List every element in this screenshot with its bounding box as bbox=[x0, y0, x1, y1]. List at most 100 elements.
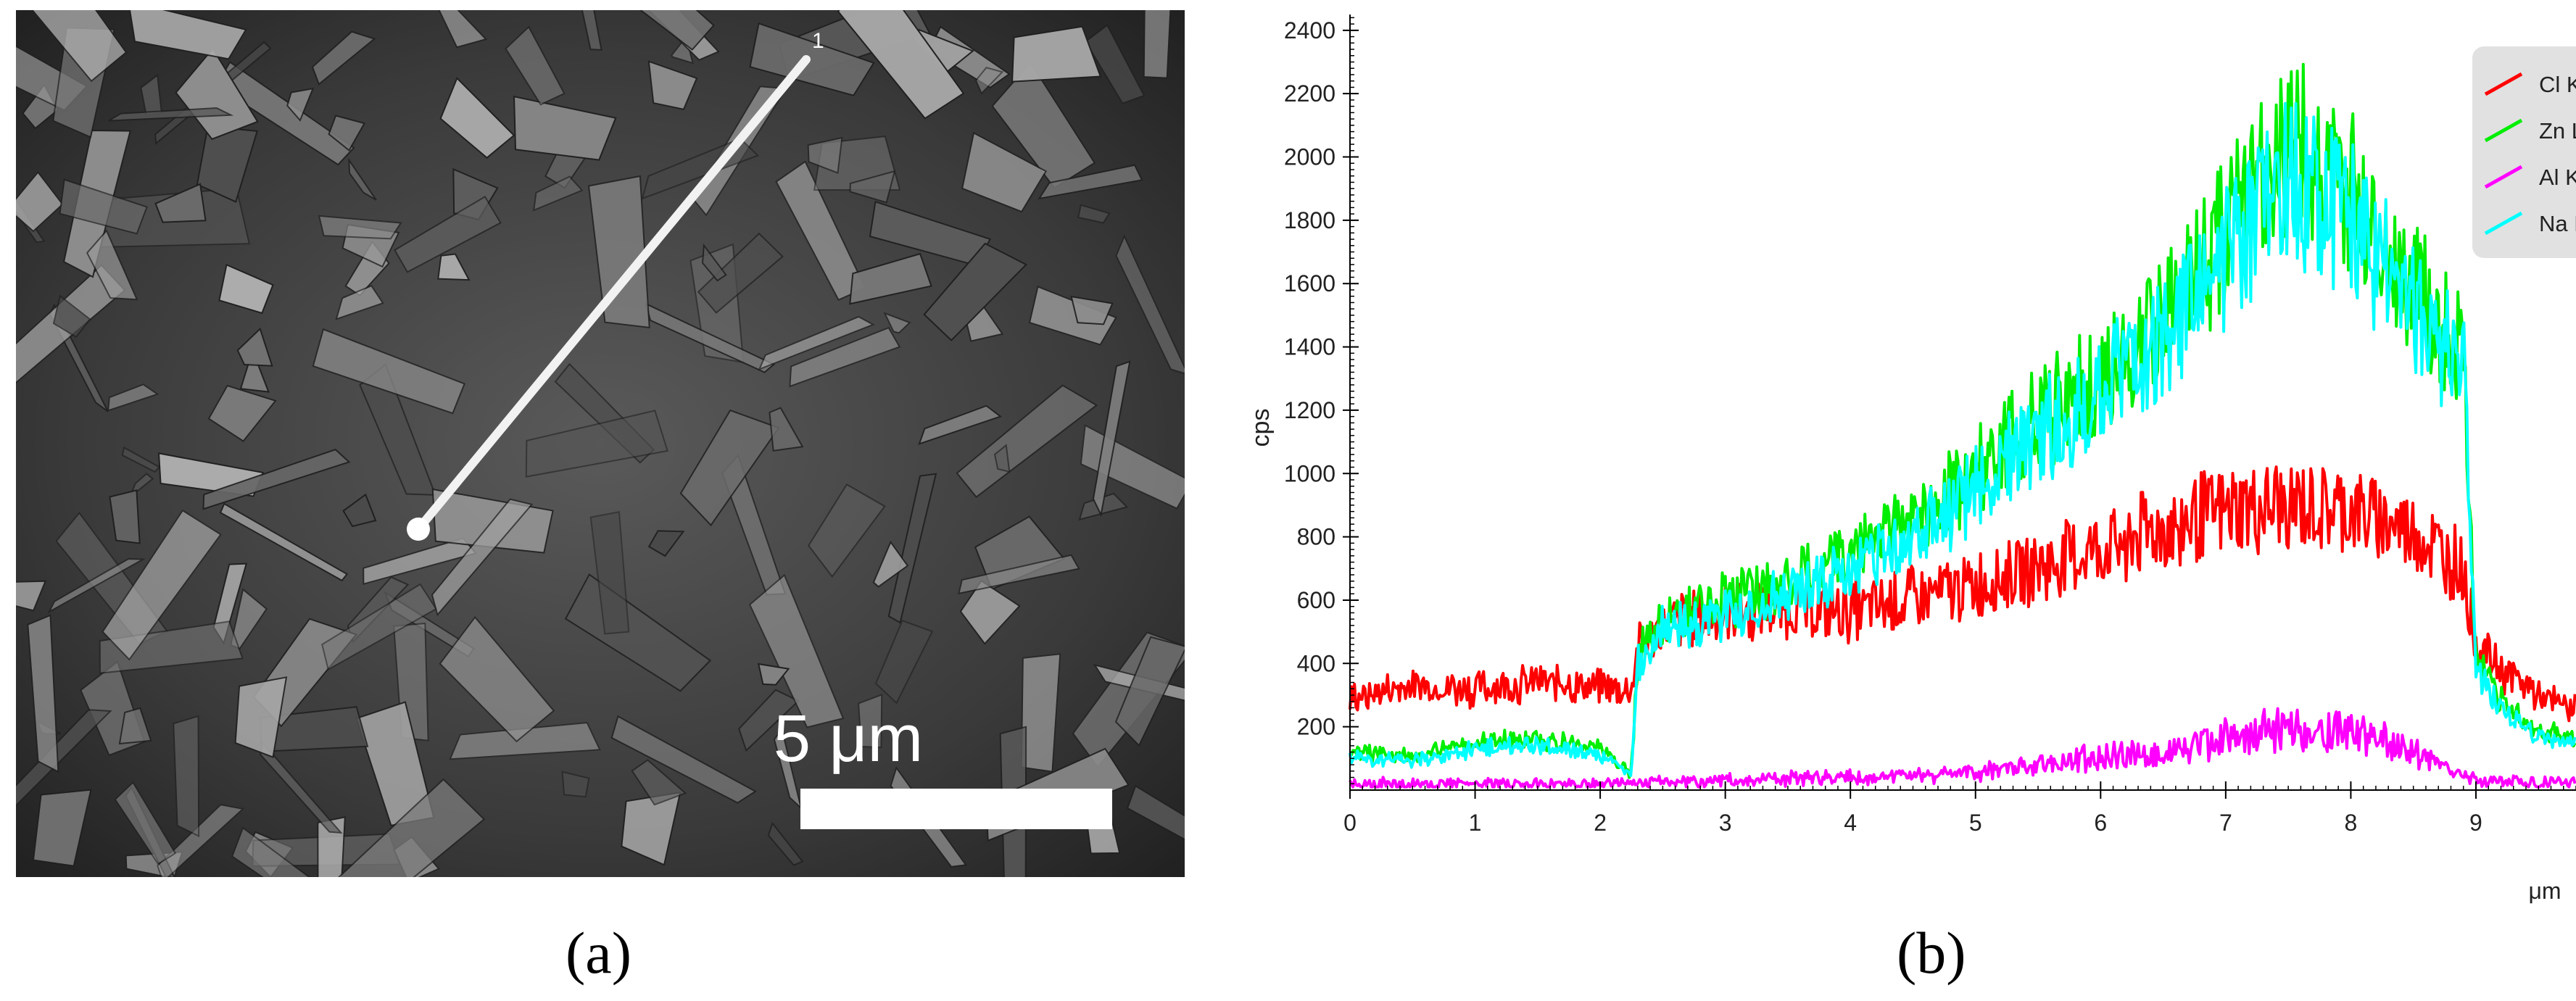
x-tick-label: 9 bbox=[2469, 810, 2482, 836]
crystal-flake bbox=[234, 676, 288, 758]
legend-label: Zn Lα1,2 bbox=[2539, 118, 2576, 144]
legend-swatch bbox=[2484, 165, 2523, 189]
line-scan-path bbox=[414, 55, 811, 533]
crystal-flake bbox=[775, 160, 866, 302]
crystal-flake bbox=[431, 498, 534, 617]
crystal-flake bbox=[872, 540, 909, 588]
y-tick-label: 600 bbox=[1297, 587, 1335, 613]
crystal-flake bbox=[439, 615, 555, 743]
crystal-flake bbox=[7, 170, 64, 233]
crystal-flake bbox=[532, 175, 584, 212]
crystal-flake bbox=[923, 242, 1027, 341]
crystal-flake bbox=[219, 502, 349, 582]
crystal-flake bbox=[575, 0, 602, 51]
crystal-flake bbox=[393, 195, 502, 273]
crystal-flake bbox=[1070, 295, 1114, 325]
series-line-4 bbox=[1349, 101, 2576, 778]
crystal-flake bbox=[959, 579, 1021, 645]
x-tick-label: 8 bbox=[2345, 810, 2358, 836]
y-tick-label: 1800 bbox=[1284, 207, 1335, 233]
crystal-flake bbox=[993, 444, 1011, 473]
crystal-flake bbox=[348, 157, 377, 201]
crystal-flake bbox=[647, 60, 698, 111]
series-line-3 bbox=[1349, 707, 2576, 789]
crystal-flake bbox=[749, 22, 875, 96]
x-tick-label: 2 bbox=[1594, 810, 1607, 836]
legend-label: Cl Kα1 bbox=[2539, 72, 2576, 97]
crystal-flake bbox=[318, 215, 402, 240]
crystal-flake bbox=[958, 554, 1080, 595]
scale-bar bbox=[800, 789, 1112, 829]
scale-bar-label: 5 μm bbox=[774, 702, 923, 776]
sem-image-panel: 1 5 μm bbox=[0, 0, 1241, 918]
crystal-flake bbox=[173, 715, 200, 838]
crystal-flake bbox=[789, 326, 901, 388]
crystal-flake bbox=[961, 131, 1048, 213]
crystal-flake bbox=[312, 328, 466, 415]
crystal-flake bbox=[99, 620, 244, 674]
x-tick-label: 3 bbox=[1719, 810, 1732, 836]
crystal-flake bbox=[47, 557, 146, 614]
crystal-flake bbox=[561, 771, 590, 798]
crystal-flake bbox=[218, 263, 274, 315]
legend-label: Al Kα1 bbox=[2539, 165, 2576, 190]
crystal-flake bbox=[127, 0, 247, 60]
crystal-flake bbox=[439, 77, 515, 159]
crystal-flake bbox=[355, 701, 435, 826]
eds-linescan-panel: 200 400 600 800 1000 1200 1400 1600 1800 2000 2200… bbox=[1233, 0, 2576, 1001]
crystal-flake bbox=[1092, 360, 1131, 518]
crystal-flake bbox=[121, 446, 161, 473]
crystal-flake bbox=[807, 483, 886, 578]
sem-micrograph: 1 5 μm bbox=[0, 0, 1241, 918]
crystal-flake bbox=[108, 107, 234, 122]
x-tick-label: 4 bbox=[1844, 810, 1857, 836]
crystal-flake bbox=[874, 619, 934, 705]
crystal-flake bbox=[758, 315, 875, 371]
crystal-flake bbox=[738, 689, 800, 752]
crystal-flake bbox=[697, 232, 784, 314]
series-layer bbox=[1349, 62, 2576, 789]
y-tick-label: 200 bbox=[1297, 714, 1335, 740]
crystal-flake bbox=[918, 404, 1003, 445]
y-tick-label: 1000 bbox=[1284, 460, 1335, 486]
y-axis-label: cps bbox=[1247, 409, 1275, 447]
line-scan-start-dot bbox=[407, 518, 430, 541]
crystal-flake bbox=[748, 573, 845, 728]
crystal-flake bbox=[807, 136, 843, 174]
crystal-flake bbox=[449, 721, 601, 760]
legend-swatch bbox=[2484, 211, 2523, 236]
crystal-flake bbox=[505, 25, 566, 106]
series-line-1 bbox=[1349, 465, 2576, 723]
crystal-flake bbox=[21, 0, 128, 83]
crystal-flake bbox=[27, 614, 59, 773]
crystal-flake bbox=[207, 384, 277, 442]
crystal-flake bbox=[757, 663, 790, 686]
y-tick-label: 1200 bbox=[1284, 397, 1335, 423]
crystal-flake bbox=[202, 448, 351, 510]
crystal-flake bbox=[858, 693, 883, 749]
crystal-flake bbox=[1084, 24, 1146, 104]
crystal-flake bbox=[701, 243, 727, 282]
crystal-flake bbox=[311, 30, 376, 86]
crystal-flake bbox=[773, 727, 803, 810]
legend-swatch bbox=[2484, 72, 2523, 96]
x-tick-label: 1 bbox=[1469, 810, 1482, 836]
legend-swatch bbox=[2484, 118, 2523, 143]
x-tick-label: 0 bbox=[1343, 810, 1357, 836]
crystal-flake bbox=[102, 509, 222, 661]
crystal-flake bbox=[236, 327, 273, 367]
crystal-flake bbox=[286, 87, 315, 122]
y-tick-label: 2400 bbox=[1284, 17, 1335, 43]
x-tick-label: 7 bbox=[2219, 810, 2232, 836]
crystal-flake bbox=[525, 410, 668, 478]
crystal-flake bbox=[32, 789, 92, 867]
crystal-flake bbox=[1115, 234, 1190, 376]
y-tick-label: 800 bbox=[1297, 524, 1335, 550]
crystal-flake bbox=[437, 253, 471, 281]
x-axis-label: μm bbox=[2528, 878, 2561, 904]
crystal-flake bbox=[621, 791, 682, 866]
crystal-flake bbox=[59, 178, 148, 235]
crystal-flake bbox=[157, 804, 245, 884]
x-tick-label: 6 bbox=[2094, 810, 2107, 836]
crystal-flake bbox=[610, 715, 757, 804]
